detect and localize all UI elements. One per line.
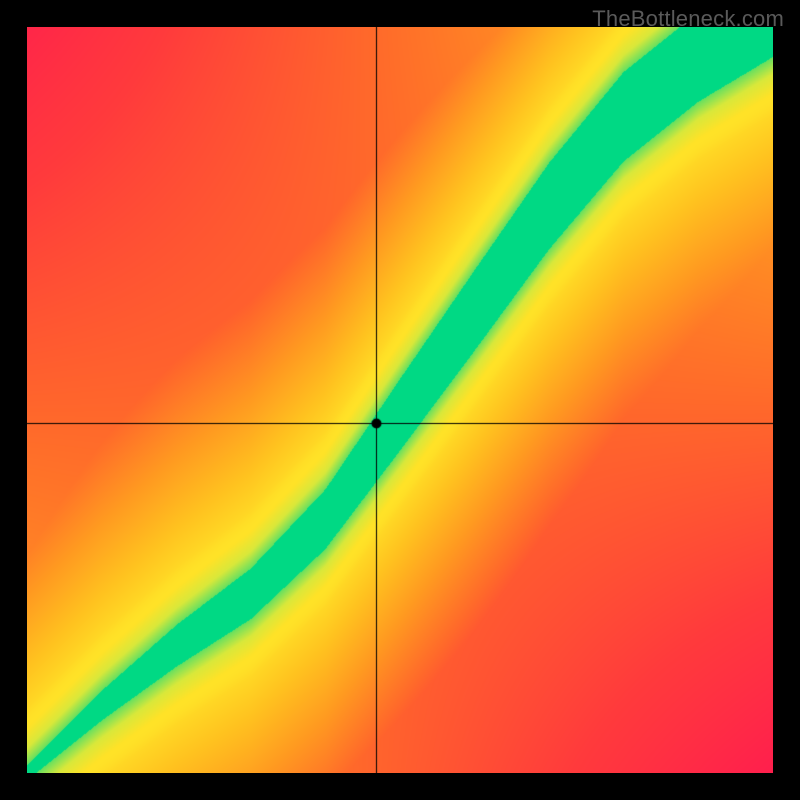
heatmap-canvas: [27, 27, 773, 773]
heatmap-plot: [27, 27, 773, 773]
chart-container: TheBottleneck.com: [0, 0, 800, 800]
watermark-label: TheBottleneck.com: [592, 6, 784, 32]
